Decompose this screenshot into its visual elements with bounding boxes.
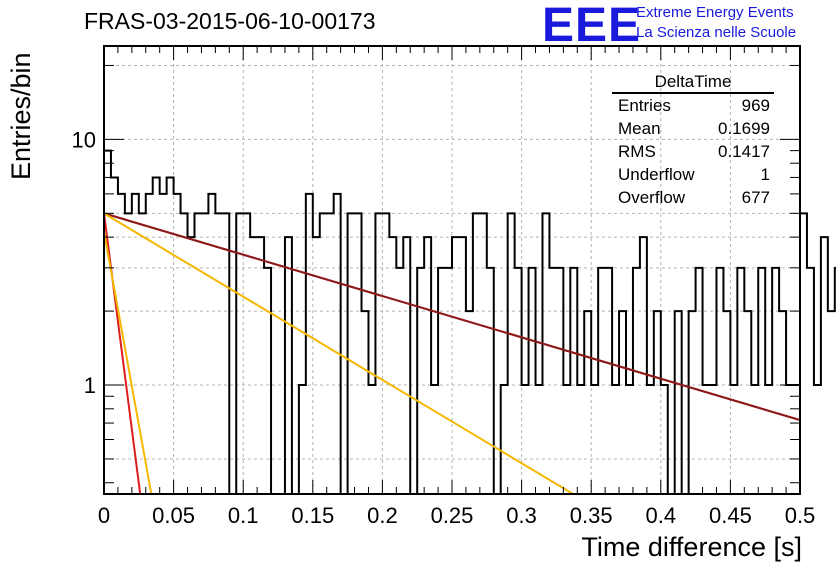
stats-row-overflow: Overflow 677 [612,186,774,209]
y-tick-labels: 1 10 [72,127,96,398]
x-tick-label: 0.35 [570,503,613,528]
axis-ticks [103,46,801,494]
fit-line [103,212,801,422]
stats-label: Overflow [618,188,686,207]
histogram-bins [104,149,836,495]
x-tick-label: 0.3 [506,503,537,528]
stats-label: Underflow [618,165,695,184]
eee-logo: EEE [542,0,642,52]
x-tick-label: 0.45 [709,503,752,528]
x-axis-title: Time difference [s] [581,532,802,562]
stats-value: 0.1699 [718,119,770,138]
stats-value: 969 [741,96,770,115]
stats-row-entries: Entries 969 [612,94,774,117]
x-tick-label: 0.5 [785,503,816,528]
x-tick-label: 0.25 [431,503,474,528]
y-tick-label: 1 [84,373,96,398]
x-tick-label: 0.2 [367,503,398,528]
stats-label: Mean [618,119,661,138]
stats-row-underflow: Underflow 1 [612,163,774,186]
fit-line [103,212,574,495]
fit-lines [103,212,801,495]
stats-value: 1 [760,165,770,184]
y-axis-title: Entries/bin [6,52,36,180]
stats-label: RMS [618,142,656,161]
stats-value: 677 [741,188,770,207]
logo-line-2: La Scienza nelle Scuole [636,24,797,41]
x-tick-label: 0.15 [291,503,334,528]
stats-value: 0.1417 [718,142,770,161]
logo-line-1: Extreme Energy Events [636,4,794,21]
x-tick-labels: 0 0.05 0.1 0.15 0.2 0.25 0.3 0.35 0.4 0.45 0.5 [98,503,815,528]
stats-title: DeltaTime [612,72,774,94]
x-tick-label: 0.05 [152,503,195,528]
histogram-line [104,149,836,495]
fit-line [103,213,142,495]
x-tick-label: 0.4 [646,503,677,528]
stats-row-rms: RMS 0.1417 [612,140,774,163]
chart-title: FRAS-03-2015-06-10-00173 [84,8,376,34]
fit-line [103,231,153,495]
stats-label: Entries [618,96,671,115]
y-tick-label: 10 [72,127,96,152]
x-tick-label: 0 [98,503,110,528]
x-tick-label: 0.1 [228,503,259,528]
stats-row-mean: Mean 0.1699 [612,117,774,140]
stats-box: DeltaTime Entries 969 Mean 0.1699 RMS 0.… [612,72,774,209]
